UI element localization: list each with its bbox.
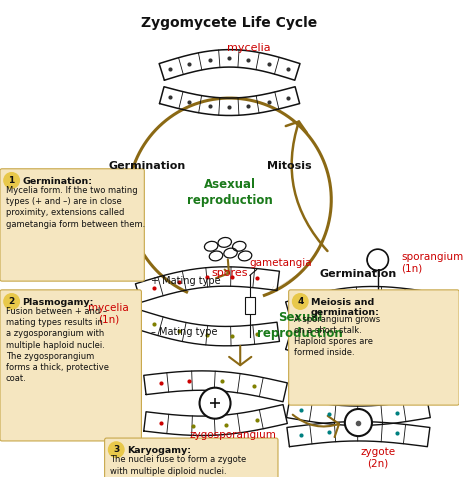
Ellipse shape [367,249,388,271]
Text: Zygomycete Life Cycle: Zygomycete Life Cycle [141,16,318,30]
Text: Germination: Germination [109,161,186,171]
Text: zygosporangium: zygosporangium [189,430,276,440]
Text: A sporangium grows
on a short stalk.
Haploid spores are
formed inside.: A sporangium grows on a short stalk. Hap… [294,315,381,357]
Circle shape [109,442,124,457]
Text: Sexual
reproduction: Sexual reproduction [257,311,343,340]
FancyBboxPatch shape [0,169,144,281]
Text: 3: 3 [113,445,119,454]
Circle shape [4,173,19,188]
Text: – Mating type: – Mating type [151,327,218,336]
Bar [245,296,255,314]
Text: mycelia
(1n): mycelia (1n) [88,303,129,325]
Circle shape [292,294,308,309]
FancyBboxPatch shape [105,438,278,486]
Text: Asexual
reproduction: Asexual reproduction [187,178,273,208]
Text: spores: spores [211,268,248,278]
Text: Meiosis and
germination:: Meiosis and germination: [311,297,380,317]
FancyBboxPatch shape [289,290,459,405]
Ellipse shape [345,409,372,436]
Text: Mycelia form. If the two mating
types (+ and –) are in close
proximity, extensio: Mycelia form. If the two mating types (+… [6,186,145,228]
Ellipse shape [200,388,230,418]
Text: The nuclei fuse to form a zygote
with multiple diploid nuclei.: The nuclei fuse to form a zygote with mu… [110,455,246,476]
Text: 4: 4 [297,297,303,306]
Text: sporangium
(1n): sporangium (1n) [401,252,463,274]
Text: Karyogamy:: Karyogamy: [127,446,191,455]
Text: zygote
(2n): zygote (2n) [360,447,395,469]
Text: gametangia: gametangia [250,258,312,268]
Text: Fusion between + and –
mating types results in
a zygosporangium with
multiple ha: Fusion between + and – mating types resu… [6,307,109,383]
Text: 2: 2 [9,297,15,306]
Circle shape [4,294,19,309]
Text: mycelia: mycelia [227,43,271,52]
Text: + Mating type: + Mating type [151,276,221,286]
Text: Germination: Germination [320,269,397,279]
Text: Plasmogamy:: Plasmogamy: [22,297,94,307]
Text: Mitosis: Mitosis [267,161,312,171]
FancyBboxPatch shape [0,290,141,441]
Text: 1: 1 [9,176,15,185]
Text: Germination:: Germination: [22,176,92,186]
